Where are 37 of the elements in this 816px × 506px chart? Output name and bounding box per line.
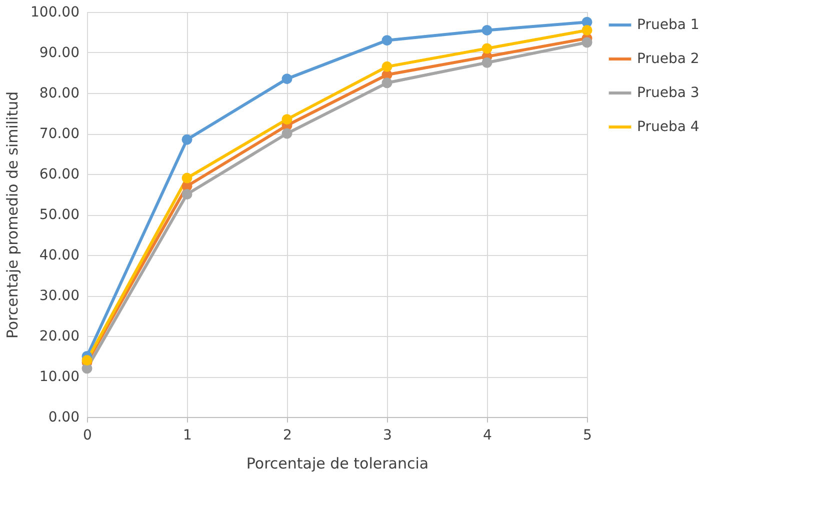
point [482, 57, 492, 68]
x-tick-label: 0 [83, 428, 92, 444]
x-tick-label: 3 [383, 428, 392, 444]
y-tick-label: 60.00 [39, 166, 80, 182]
y-axis-title: Porcentaje promedio de similitud [4, 91, 22, 339]
y-tick-label: 100.00 [30, 4, 80, 20]
point [182, 134, 192, 145]
x-tick-label: 1 [183, 428, 192, 444]
point [182, 172, 192, 184]
point [382, 61, 392, 72]
x-axis-title: Porcentaje de tolerancia [246, 454, 429, 472]
point [582, 24, 592, 36]
y-tick-label: 20.00 [39, 328, 80, 344]
x-tick-label: 5 [583, 428, 592, 444]
point [282, 128, 292, 139]
y-tick-label: 80.00 [39, 86, 80, 102]
point [182, 189, 192, 200]
x-tick-label: 4 [483, 428, 492, 444]
y-tick-label: 10.00 [39, 369, 80, 385]
legend-label: Prueba 3 [637, 85, 700, 101]
y-tick-label: 70.00 [39, 126, 80, 142]
point [382, 78, 392, 88]
y-tick-label: 40.00 [39, 248, 80, 264]
point [382, 35, 392, 46]
y-tick-label: 90.00 [39, 45, 80, 61]
x-tick-label: 2 [283, 428, 292, 444]
point [282, 114, 292, 125]
legend-label: Prueba 1 [637, 17, 700, 33]
point [282, 74, 292, 84]
point [582, 37, 592, 48]
y-tick-label: 50.00 [39, 207, 80, 223]
y-tick-label: 0.00 [48, 410, 80, 426]
y-tick-label: 30.00 [39, 288, 80, 304]
legend-label: Prueba 4 [637, 119, 700, 135]
point [482, 43, 492, 54]
legend-label: Prueba 2 [637, 51, 700, 67]
point [482, 24, 492, 36]
